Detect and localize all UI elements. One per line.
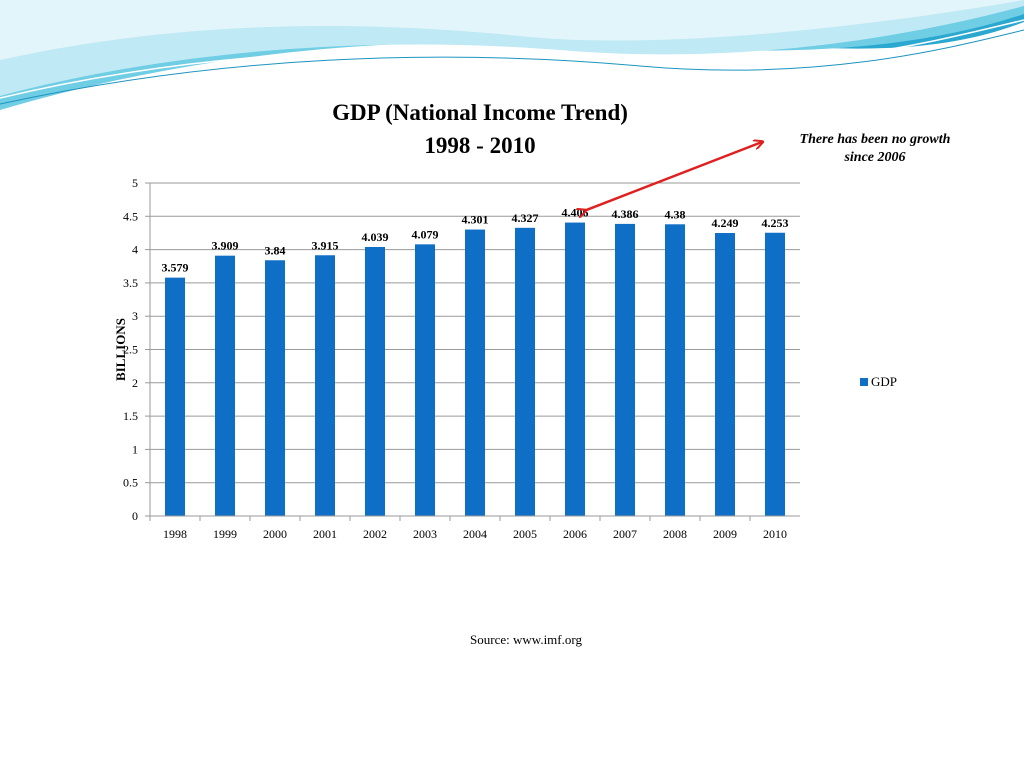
bar-2005 — [515, 227, 535, 517]
y-tick-label: 2.5 — [123, 343, 138, 357]
x-tick-label-2005: 2005 — [513, 527, 537, 541]
bar-2002 — [365, 247, 385, 516]
data-label-2006: 4.406 — [562, 206, 589, 220]
y-tick-label: 0.5 — [123, 476, 138, 490]
growth-annotation: There has been no growth since 2006 — [770, 131, 980, 167]
y-tick-label: 1.5 — [123, 409, 138, 423]
bar-2007 — [615, 223, 635, 516]
bar-2001 — [315, 255, 335, 517]
data-label-2001: 3.915 — [312, 238, 339, 252]
data-label-2000: 3.84 — [265, 243, 286, 257]
y-tick-label: 5 — [132, 176, 138, 190]
annotation-arrow — [585, 142, 762, 211]
data-label-2009: 4.249 — [712, 216, 739, 230]
bar-2004 — [465, 229, 485, 516]
y-axis-title: BILLIONS — [113, 318, 128, 381]
bar-1998 — [165, 277, 185, 516]
annotation-line-1: There has been no growth — [799, 132, 951, 147]
y-tick-label: 0 — [132, 509, 138, 523]
bar-2006 — [565, 222, 585, 516]
bar-2003 — [415, 244, 435, 516]
x-tick-label-1998: 1998 — [163, 527, 187, 541]
x-tick-label-2002: 2002 — [363, 527, 387, 541]
bar-2000 — [265, 260, 285, 516]
x-tick-label-2009: 2009 — [713, 527, 737, 541]
legend-swatch-gdp — [860, 378, 868, 386]
x-tick-label-2010: 2010 — [763, 527, 787, 541]
y-tick-label: 4.5 — [123, 209, 138, 223]
wave-line-2 — [0, 29, 1024, 105]
y-tick-label: 1 — [132, 442, 138, 456]
wave-white — [0, 0, 1024, 60]
x-tick-label-2000: 2000 — [263, 527, 287, 541]
chart-title: GDP (National Income Trend) — [332, 100, 628, 125]
chart-subtitle: 1998 - 2010 — [424, 133, 536, 158]
bar-2008 — [665, 224, 685, 517]
data-label-2003: 4.079 — [412, 227, 439, 241]
y-tick-label: 3 — [132, 309, 138, 323]
data-label-2004: 4.301 — [462, 213, 489, 227]
bar-1999 — [215, 255, 235, 517]
bar-2010 — [765, 232, 785, 517]
x-tick-label-2004: 2004 — [463, 527, 487, 541]
x-tick-label-2007: 2007 — [613, 527, 637, 541]
x-tick-label-2003: 2003 — [413, 527, 437, 541]
source-note: Source: www.imf.org — [470, 632, 582, 647]
x-tick-label-2008: 2008 — [663, 527, 687, 541]
data-label-2005: 4.327 — [512, 211, 539, 225]
x-tick-label-2006: 2006 — [563, 527, 587, 541]
x-tick-label-1999: 1999 — [213, 527, 237, 541]
wave-line — [0, 19, 1024, 99]
data-label-2002: 4.039 — [362, 230, 389, 244]
legend-label-gdp: GDP — [871, 374, 897, 389]
data-label-1998: 3.579 — [162, 261, 189, 275]
header-wave-decoration — [0, 0, 1024, 110]
x-tick-label-2001: 2001 — [313, 527, 337, 541]
data-label-2007: 4.386 — [612, 207, 639, 221]
y-tick-label: 3.5 — [123, 276, 138, 290]
y-tick-label: 2 — [132, 376, 138, 390]
data-label-2008: 4.38 — [665, 207, 686, 221]
y-tick-label: 4 — [132, 243, 138, 257]
data-label-1999: 3.909 — [212, 239, 239, 253]
data-label-2010: 4.253 — [762, 216, 789, 230]
annotation-line-2: since 2006 — [844, 150, 906, 165]
bar-2009 — [715, 233, 735, 516]
